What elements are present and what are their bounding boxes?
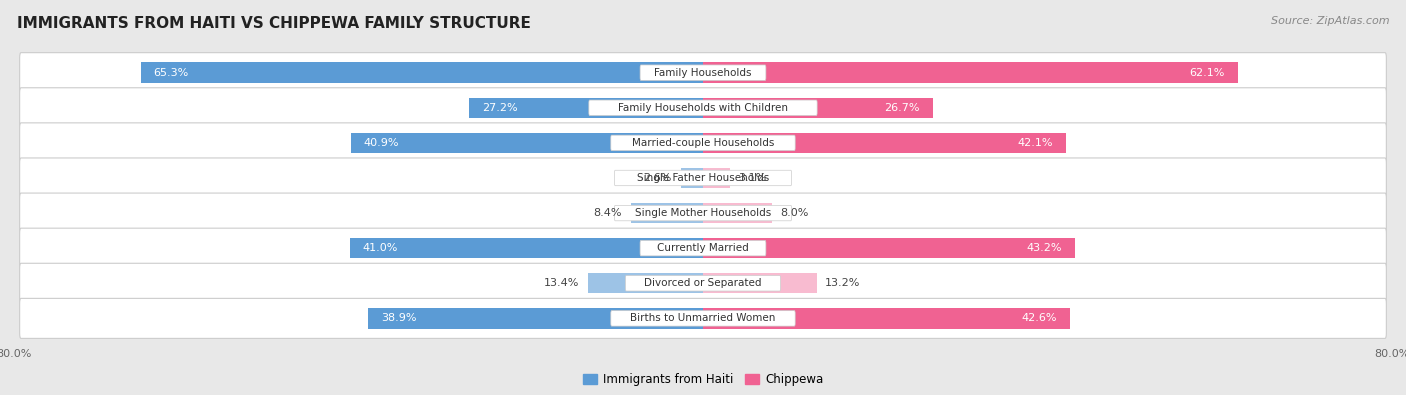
Text: 3.1%: 3.1% — [738, 173, 766, 183]
Text: 42.1%: 42.1% — [1017, 138, 1053, 148]
Text: 2.6%: 2.6% — [644, 173, 672, 183]
Text: Married-couple Households: Married-couple Households — [631, 138, 775, 148]
Text: IMMIGRANTS FROM HAITI VS CHIPPEWA FAMILY STRUCTURE: IMMIGRANTS FROM HAITI VS CHIPPEWA FAMILY… — [17, 16, 530, 31]
FancyBboxPatch shape — [640, 65, 766, 81]
Bar — [350, 133, 703, 153]
Bar — [350, 238, 703, 258]
FancyBboxPatch shape — [20, 193, 1386, 233]
FancyBboxPatch shape — [20, 158, 1386, 198]
Bar — [368, 308, 703, 329]
Text: 27.2%: 27.2% — [482, 103, 517, 113]
Bar — [703, 168, 730, 188]
Text: 13.2%: 13.2% — [825, 278, 860, 288]
Bar — [703, 98, 934, 118]
Bar — [703, 62, 1237, 83]
FancyBboxPatch shape — [610, 135, 796, 150]
Legend: Immigrants from Haiti, Chippewa: Immigrants from Haiti, Chippewa — [578, 369, 828, 391]
FancyBboxPatch shape — [20, 263, 1386, 303]
FancyBboxPatch shape — [20, 298, 1386, 339]
Text: 8.4%: 8.4% — [593, 208, 621, 218]
Text: 43.2%: 43.2% — [1026, 243, 1062, 253]
Text: Single Father Households: Single Father Households — [637, 173, 769, 183]
FancyBboxPatch shape — [589, 100, 817, 115]
Bar — [703, 203, 772, 223]
Bar — [141, 62, 703, 83]
Text: Divorced or Separated: Divorced or Separated — [644, 278, 762, 288]
Text: Source: ZipAtlas.com: Source: ZipAtlas.com — [1271, 16, 1389, 26]
Text: Single Mother Households: Single Mother Households — [636, 208, 770, 218]
Bar — [703, 238, 1076, 258]
FancyBboxPatch shape — [20, 53, 1386, 93]
FancyBboxPatch shape — [20, 123, 1386, 163]
Text: 26.7%: 26.7% — [884, 103, 920, 113]
Bar — [703, 273, 817, 293]
Text: Family Households with Children: Family Households with Children — [619, 103, 787, 113]
Bar — [681, 168, 703, 188]
Text: 8.0%: 8.0% — [780, 208, 808, 218]
Text: 62.1%: 62.1% — [1189, 68, 1225, 78]
Text: 41.0%: 41.0% — [363, 243, 398, 253]
Bar — [468, 98, 703, 118]
FancyBboxPatch shape — [20, 228, 1386, 268]
Bar — [631, 203, 703, 223]
Text: Currently Married: Currently Married — [657, 243, 749, 253]
Text: 40.9%: 40.9% — [364, 138, 399, 148]
FancyBboxPatch shape — [614, 170, 792, 186]
FancyBboxPatch shape — [20, 88, 1386, 128]
Text: 38.9%: 38.9% — [381, 313, 416, 324]
Text: 42.6%: 42.6% — [1021, 313, 1057, 324]
FancyBboxPatch shape — [640, 241, 766, 256]
FancyBboxPatch shape — [614, 205, 792, 221]
Text: 65.3%: 65.3% — [153, 68, 188, 78]
Text: Family Households: Family Households — [654, 68, 752, 78]
Bar — [588, 273, 703, 293]
Bar — [703, 133, 1066, 153]
Text: 13.4%: 13.4% — [544, 278, 579, 288]
FancyBboxPatch shape — [626, 276, 780, 291]
FancyBboxPatch shape — [610, 310, 796, 326]
Bar — [703, 308, 1070, 329]
Text: Births to Unmarried Women: Births to Unmarried Women — [630, 313, 776, 324]
